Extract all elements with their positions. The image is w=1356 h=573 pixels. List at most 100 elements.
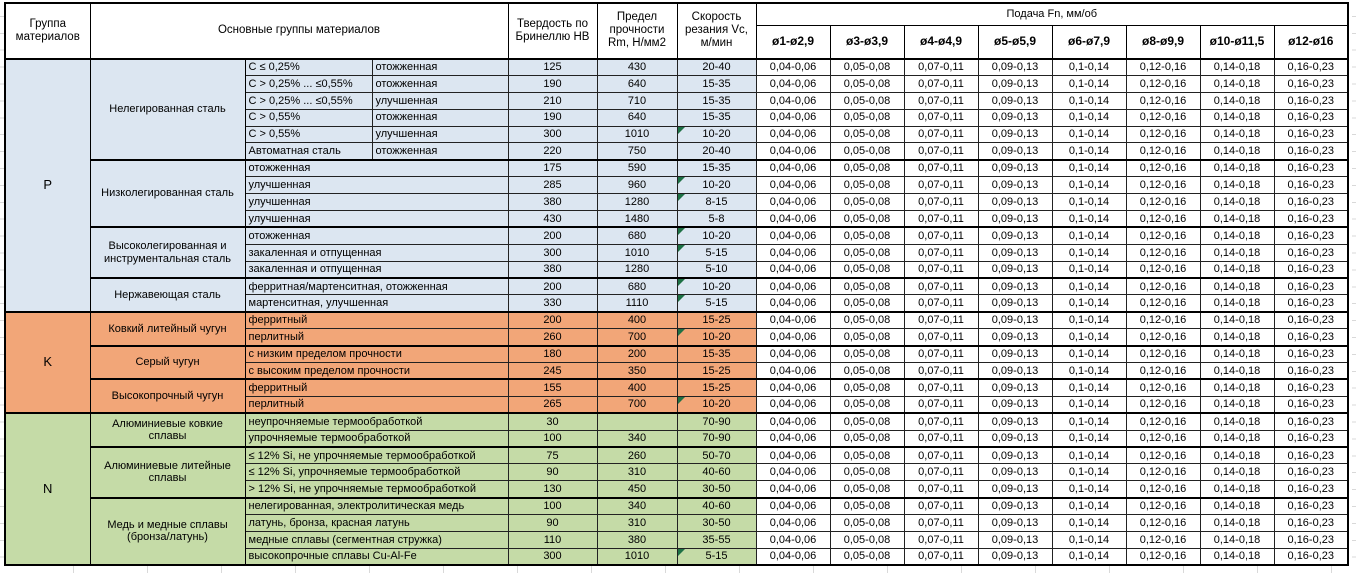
description-cell[interactable]: высокопрочные сплавы Cu-Al-Fe <box>244 547 509 566</box>
feed-value-cell[interactable]: 0,1-0,14 <box>1051 445 1127 465</box>
description-cell[interactable]: упрочняемые термообработкой <box>244 429 509 448</box>
feed-value-cell[interactable]: 0,07-0,11 <box>903 125 979 144</box>
feed-value-cell[interactable]: 0,07-0,11 <box>903 158 979 178</box>
description-cell[interactable]: ≤ 12% Si, не упрочняемые термообработкой <box>244 445 509 465</box>
feed-value-cell[interactable]: 0,1-0,14 <box>1051 142 1127 161</box>
feed-value-cell[interactable]: 0,04-0,06 <box>755 463 831 482</box>
description-cell[interactable]: перлитный <box>244 328 509 347</box>
speed-cell[interactable]: 10-20 <box>676 277 757 296</box>
feed-value-cell[interactable]: 0,12-0,16 <box>1125 310 1201 330</box>
feed-value-cell[interactable]: 0,09-0,13 <box>977 378 1053 397</box>
feed-value-cell[interactable]: 0,12-0,16 <box>1125 74 1201 93</box>
feed-value-cell[interactable]: 0,12-0,16 <box>1125 193 1201 212</box>
feed-value-cell[interactable]: 0,14-0,18 <box>1199 362 1275 380</box>
feed-value-cell[interactable]: 0,16-0,23 <box>1273 378 1349 397</box>
feed-value-cell[interactable]: 0,12-0,16 <box>1125 243 1201 262</box>
feed-value-cell[interactable]: 0,12-0,16 <box>1125 260 1201 279</box>
feed-value-cell[interactable]: 0,09-0,13 <box>977 176 1053 195</box>
feed-value-cell[interactable]: 0,07-0,11 <box>903 260 979 279</box>
strength-cell[interactable]: 700 <box>596 328 678 347</box>
feed-value-cell[interactable]: 0,07-0,11 <box>903 530 979 549</box>
feed-value-cell[interactable]: 0,09-0,13 <box>977 210 1053 228</box>
feed-value-cell[interactable]: 0,16-0,23 <box>1273 125 1349 144</box>
feed-value-cell[interactable]: 0,05-0,08 <box>829 496 905 516</box>
feed-value-cell[interactable]: 0,05-0,08 <box>829 412 905 431</box>
speed-cell[interactable]: 30-50 <box>676 514 757 532</box>
speed-cell[interactable]: 15-35 <box>676 344 757 364</box>
feed-value-cell[interactable]: 0,05-0,08 <box>829 547 905 566</box>
feed-value-cell[interactable]: 0,04-0,06 <box>755 176 831 195</box>
feed-value-cell[interactable]: 0,14-0,18 <box>1199 294 1275 313</box>
header-feed-dia-8[interactable]: ø12-ø16 <box>1273 24 1349 60</box>
feed-value-cell[interactable]: 0,07-0,11 <box>903 514 979 532</box>
feed-value-cell[interactable]: 0,09-0,13 <box>977 294 1053 313</box>
feed-value-cell[interactable]: 0,1-0,14 <box>1051 277 1127 296</box>
feed-value-cell[interactable]: 0,07-0,11 <box>903 378 979 397</box>
feed-value-cell[interactable]: 0,16-0,23 <box>1273 412 1349 431</box>
feed-value-cell[interactable]: 0,09-0,13 <box>977 57 1053 76</box>
condition-cell[interactable]: C > 0,25% ... ≤0,55% <box>244 74 373 93</box>
speed-cell[interactable]: 35-55 <box>676 530 757 549</box>
hardness-cell[interactable]: 260 <box>507 328 598 347</box>
feed-value-cell[interactable]: 0,07-0,11 <box>903 480 979 499</box>
feed-value-cell[interactable]: 0,05-0,08 <box>829 514 905 532</box>
strength-cell[interactable]: 1280 <box>596 260 678 279</box>
condition-cell[interactable]: C ≤ 0,25% <box>244 57 373 76</box>
feed-value-cell[interactable]: 0,14-0,18 <box>1199 514 1275 532</box>
feed-value-cell[interactable]: 0,14-0,18 <box>1199 176 1275 195</box>
speed-cell[interactable]: 10-20 <box>676 395 757 414</box>
feed-value-cell[interactable]: 0,09-0,13 <box>977 496 1053 516</box>
hardness-cell[interactable]: 245 <box>507 362 598 380</box>
feed-value-cell[interactable]: 0,04-0,06 <box>755 74 831 93</box>
feed-value-cell[interactable]: 0,16-0,23 <box>1273 344 1349 364</box>
speed-cell[interactable]: 5-15 <box>676 294 757 313</box>
description-cell[interactable]: ферритная/мартенситная, отожженная <box>244 277 509 296</box>
strength-cell[interactable]: 400 <box>596 310 678 330</box>
speed-cell[interactable]: 40-60 <box>676 496 757 516</box>
feed-value-cell[interactable]: 0,14-0,18 <box>1199 74 1275 93</box>
feed-value-cell[interactable]: 0,09-0,13 <box>977 193 1053 212</box>
header-feed-dia-4[interactable]: ø5-ø5,9 <box>977 24 1053 60</box>
feed-value-cell[interactable]: 0,04-0,06 <box>755 547 831 566</box>
description-cell[interactable]: > 12% Si, не упрочняемые термообработкой <box>244 480 509 499</box>
feed-value-cell[interactable]: 0,1-0,14 <box>1051 496 1127 516</box>
feed-value-cell[interactable]: 0,16-0,23 <box>1273 193 1349 212</box>
feed-value-cell[interactable]: 0,09-0,13 <box>977 412 1053 431</box>
feed-value-cell[interactable]: 0,05-0,08 <box>829 294 905 313</box>
feed-value-cell[interactable]: 0,14-0,18 <box>1199 328 1275 347</box>
feed-value-cell[interactable]: 0,04-0,06 <box>755 496 831 516</box>
feed-value-cell[interactable]: 0,05-0,08 <box>829 243 905 262</box>
feed-value-cell[interactable]: 0,05-0,08 <box>829 176 905 195</box>
feed-value-cell[interactable]: 0,14-0,18 <box>1199 344 1275 364</box>
feed-value-cell[interactable]: 0,16-0,23 <box>1273 243 1349 262</box>
description-cell[interactable]: закаленная и отпущенная <box>244 243 509 262</box>
feed-value-cell[interactable]: 0,16-0,23 <box>1273 210 1349 228</box>
treatment-cell[interactable]: улучшенная <box>371 125 509 144</box>
feed-value-cell[interactable]: 0,05-0,08 <box>829 378 905 397</box>
description-cell[interactable]: улучшенная <box>244 176 509 195</box>
strength-cell[interactable] <box>596 412 678 431</box>
feed-value-cell[interactable]: 0,16-0,23 <box>1273 362 1349 380</box>
feed-value-cell[interactable]: 0,12-0,16 <box>1125 463 1201 482</box>
feed-value-cell[interactable]: 0,09-0,13 <box>977 445 1053 465</box>
feed-value-cell[interactable]: 0,04-0,06 <box>755 142 831 161</box>
speed-cell[interactable]: 70-90 <box>676 429 757 448</box>
feed-value-cell[interactable]: 0,07-0,11 <box>903 445 979 465</box>
feed-value-cell[interactable]: 0,05-0,08 <box>829 445 905 465</box>
speed-cell[interactable]: 10-20 <box>676 176 757 195</box>
strength-cell[interactable]: 310 <box>596 514 678 532</box>
treatment-cell[interactable]: отожженная <box>371 57 509 76</box>
treatment-cell[interactable]: отожженная <box>371 108 509 127</box>
feed-value-cell[interactable]: 0,1-0,14 <box>1051 344 1127 364</box>
feed-value-cell[interactable]: 0,07-0,11 <box>903 57 979 76</box>
material-family-cell[interactable]: Нержавеющая сталь <box>89 277 246 313</box>
feed-value-cell[interactable]: 0,1-0,14 <box>1051 210 1127 228</box>
feed-value-cell[interactable]: 0,16-0,23 <box>1273 226 1349 245</box>
feed-value-cell[interactable]: 0,09-0,13 <box>977 480 1053 499</box>
feed-value-cell[interactable]: 0,04-0,06 <box>755 530 831 549</box>
hardness-cell[interactable]: 130 <box>507 480 598 499</box>
feed-value-cell[interactable]: 0,04-0,06 <box>755 412 831 431</box>
header-feed-dia-3[interactable]: ø4-ø4,9 <box>903 24 979 60</box>
feed-value-cell[interactable]: 0,05-0,08 <box>829 158 905 178</box>
feed-value-cell[interactable]: 0,12-0,16 <box>1125 362 1201 380</box>
